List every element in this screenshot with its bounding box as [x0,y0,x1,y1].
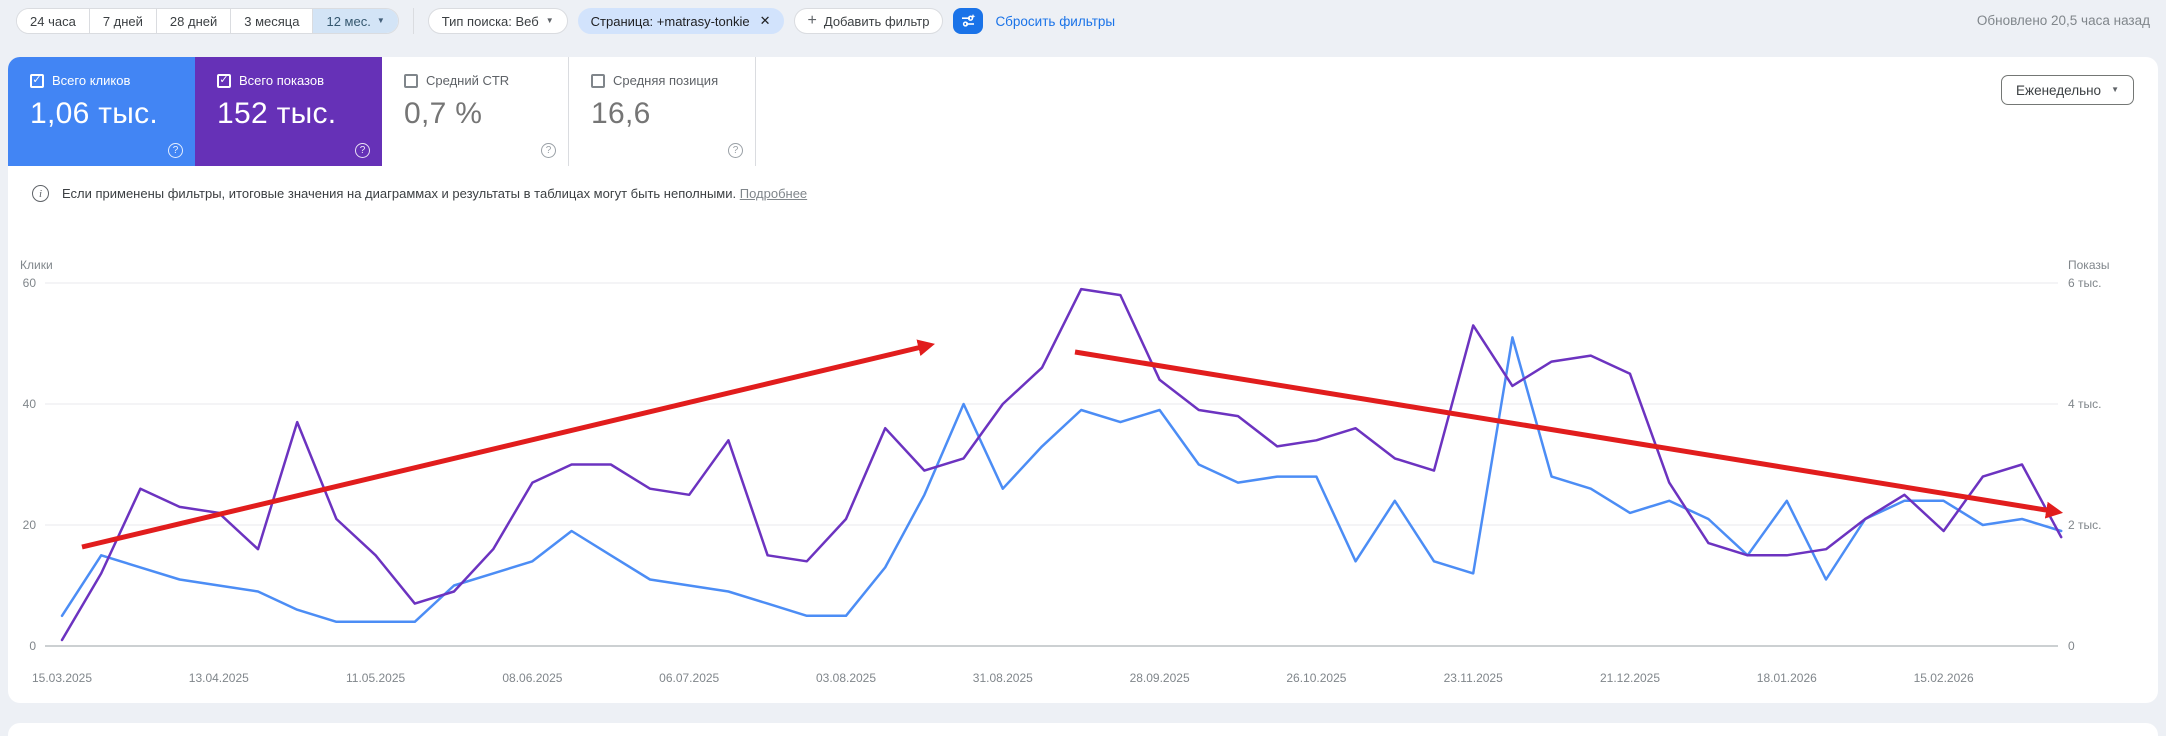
chevron-down-icon: ▼ [376,16,385,25]
checkbox-checked-icon[interactable]: ✓ [30,73,44,88]
help-icon[interactable]: ? [728,143,743,158]
metric-cards: ✓ Всего кликов 1,06 тыс. ? ✓ Всего показ… [8,57,756,166]
card-value: 0,7 % [404,97,483,130]
chevron-down-icon: ▼ [2111,85,2119,94]
x-axis-label: 28.09.2025 [1130,671,1190,685]
card-total-impressions[interactable]: ✓ Всего показов 152 тыс. ? [195,57,382,166]
notice-more-link[interactable]: Подробнее [739,186,808,201]
card-value: 1,06 тыс. [30,97,159,130]
plus-icon: + [807,12,817,29]
page-filter-label: Страница: +matrasy-tonkie [590,13,750,29]
x-axis-label: 06.07.2025 [659,671,719,685]
help-icon[interactable]: ? [355,143,370,158]
card-total-clicks[interactable]: ✓ Всего кликов 1,06 тыс. ? [8,57,195,166]
range-3m[interactable]: 3 месяца [231,9,314,33]
checkbox-unchecked-icon[interactable] [404,73,418,88]
toolbar-divider [412,8,414,34]
range-3m-label: 3 месяца [244,13,300,29]
card-label: Всего кликов [52,73,131,88]
x-axis-label: 21.12.2025 [1600,671,1660,685]
add-filter-label: Добавить фильтр [823,13,930,29]
right-axis-tick: 6 тыс. [2068,276,2101,290]
search-type-label: Тип поиска: Веб [441,13,539,29]
clicks-impressions-chart[interactable]: 0 0 20 2 тыс. 40 4 тыс. 60 6 тыс. Клики Показы 15.… [0,255,2166,700]
x-axis-label: 08.06.2025 [502,671,562,685]
right-axis-tick: 2 тыс. [2068,518,2101,532]
add-filter-button[interactable]: + Добавить фильтр [793,8,944,34]
search-type-button[interactable]: Тип поиска: Веб ▼ [427,8,568,34]
card-average-position[interactable]: Средняя позиция 16,6 ? [569,57,756,166]
x-axis-label: 31.08.2025 [973,671,1033,685]
close-icon[interactable]: ✕ [759,13,771,28]
x-axis-label: 15.02.2026 [1914,671,1974,685]
card-label: Всего показов [239,73,324,88]
left-axis-tick: 40 [23,397,37,411]
range-28d-label: 28 дней [169,13,218,29]
x-axis-label: 23.11.2025 [1444,671,1503,685]
left-axis-title: Клики [20,258,53,272]
card-average-ctr[interactable]: Средний CTR 0,7 % ? [382,57,569,166]
chart-svg[interactable]: 0 0 20 2 тыс. 40 4 тыс. 60 6 тыс. Клики Показы 15.… [0,255,2166,700]
right-axis-title: Показы [2068,258,2109,272]
checkbox-unchecked-icon[interactable] [591,73,605,88]
x-axis-label: 26.10.2025 [1286,671,1346,685]
chevron-down-icon: ▼ [545,16,554,25]
range-28d[interactable]: 28 дней [156,9,232,33]
left-axis-tick: 60 [23,276,37,290]
card-value: 152 тыс. [217,97,337,130]
range-24h-label: 24 часа [30,13,76,29]
last-updated-text: Обновлено 20,5 часа назад [1976,13,2150,28]
range-7d[interactable]: 7 дней [89,9,157,33]
filters-notice: i Если применены фильтры, итоговые значе… [32,185,807,202]
checkbox-checked-icon[interactable]: ✓ [217,73,231,88]
date-range-selector: 24 часа 7 дней 28 дней 3 месяца 12 мес. … [16,8,399,34]
granularity-dropdown[interactable]: Еженедельно ▼ [2001,75,2134,105]
help-icon[interactable]: ? [541,143,556,158]
x-axis-label: 18.01.2026 [1757,671,1817,685]
x-axis-label: 15.03.2025 [32,671,92,685]
range-12m-selected[interactable]: 12 мес. ▼ [313,9,398,33]
left-axis-tick: 0 [29,639,36,653]
left-axis-tick: 20 [23,518,37,532]
next-section-panel [8,723,2158,736]
x-axis-label: 03.08.2025 [816,671,876,685]
x-axis-label: 11.05.2025 [346,671,405,685]
granularity-label: Еженедельно [2016,82,2102,98]
x-axis-label: 13.04.2025 [189,671,249,685]
filter-toolbar: 24 часа 7 дней 28 дней 3 месяца 12 мес. … [0,0,2166,57]
help-icon[interactable]: ? [168,143,183,158]
notice-text: Если применены фильтры, итоговые значени… [62,186,737,201]
range-24h[interactable]: 24 часа [17,9,90,33]
performance-panel: ✓ Всего кликов 1,06 тыс. ? ✓ Всего показ… [8,57,2158,703]
card-label: Средняя позиция [613,73,719,88]
right-axis-tick: 0 [2068,639,2075,653]
page-filter-chip[interactable]: Страница: +matrasy-tonkie ✕ [577,8,784,34]
info-icon: i [32,185,49,202]
impressions-line [60,287,2063,642]
clicks-line [60,336,2063,624]
reset-filters-link[interactable]: Сбросить фильтры [995,13,1116,29]
range-12m-label: 12 мес. [326,13,371,29]
tune-sparkle-icon [962,14,976,27]
card-label: Средний CTR [426,73,510,88]
trend-up-arrow [81,339,935,550]
filter-settings-button[interactable] [953,8,984,34]
card-value: 16,6 [591,97,651,130]
right-axis-tick: 4 тыс. [2068,397,2101,411]
trend-down-arrow [1074,349,2064,519]
range-7d-label: 7 дней [102,13,143,29]
